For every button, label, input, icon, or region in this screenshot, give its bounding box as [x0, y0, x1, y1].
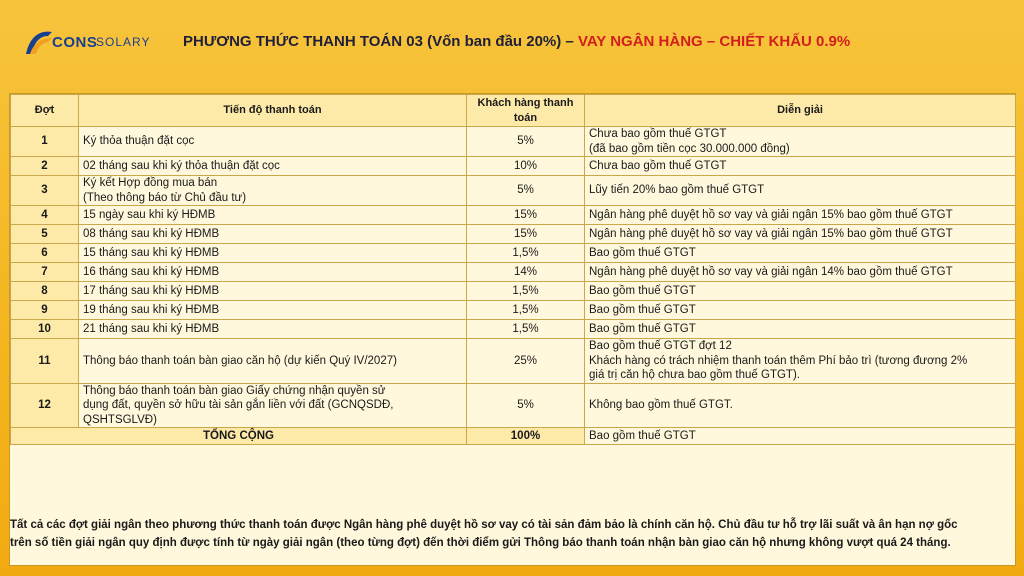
row-dien-giai: Chưa bao gồm thuế GTGT [584, 156, 1016, 176]
row-tt: 1,5% [466, 300, 585, 320]
row-dot: 5 [10, 224, 79, 244]
row-tien-do: 15 ngày sau khi ký HĐMB [78, 205, 467, 225]
row-tien-do: Ký thỏa thuận đặt cọc [78, 126, 467, 157]
row-dot: 7 [10, 262, 79, 282]
row-dot: 2 [10, 156, 79, 176]
row-tien-do: 08 tháng sau khi ký HĐMB [78, 224, 467, 244]
header-dot: Đợt [10, 94, 79, 127]
table-row: 11 Thông báo thanh toán bàn giao căn hộ … [10, 338, 1016, 384]
row-dien-giai: Ngân hàng phê duyệt hồ sơ vay và giải ng… [584, 205, 1016, 225]
row-dot: 11 [10, 338, 79, 384]
dien-giai-line: giá trị căn hộ chưa bao gồm thuế GTGT). [589, 369, 800, 381]
row-tt: 15% [466, 205, 585, 225]
row-tien-do: 17 tháng sau khi ký HĐMB [78, 281, 467, 301]
row-tien-do: 15 tháng sau khi ký HĐMB [78, 243, 467, 263]
header-khach-hang: Khách hàng thanh toán [466, 94, 585, 127]
dien-giai-line: Bao gồm thuế GTGT đợt 12 [589, 340, 732, 352]
logo-mark-icon [26, 31, 52, 54]
table-row: 5 08 tháng sau khi ký HĐMB 15% Ngân hàng… [10, 224, 1016, 244]
row-dot: 9 [10, 300, 79, 320]
dien-giai-line: Chưa bao gồm thuế GTGT [589, 128, 727, 140]
logo-cons: CONS [52, 34, 98, 51]
table-row: 9 19 tháng sau khi ký HĐMB 1,5% Bao gồm … [10, 300, 1016, 320]
page-title: PHƯƠNG THỨC THANH TOÁN 03 (Vốn ban đầu 2… [183, 33, 850, 50]
row-tt: 5% [466, 382, 585, 428]
row-tt: 14% [466, 262, 585, 282]
table-row: 10 21 tháng sau khi ký HĐMB 1,5% Bao gồm… [10, 319, 1016, 339]
payment-schedule-table: Đợt Tiến độ thanh toán Khách hàng thanh … [10, 94, 1016, 445]
row-tt: 1,5% [466, 243, 585, 263]
row-tien-do: 02 tháng sau khi ký thỏa thuận đặt cọc [78, 156, 467, 176]
tien-do-line: dụng đất, quyền sở hữu tài sản gắn liền … [83, 399, 394, 411]
row-tt: 1,5% [466, 319, 585, 339]
row-dot: 3 [10, 175, 79, 206]
row-dien-giai: Bao gồm thuế GTGT [584, 243, 1016, 263]
row-dot: 1 [10, 126, 79, 157]
row-tien-do: Thông báo thanh toán bàn giao Giấy chứng… [78, 382, 467, 428]
footer-note: Tất cả các đợt giải ngân theo phương thứ… [10, 516, 1015, 552]
logo-solary: SOLARY [96, 35, 151, 49]
table-row: 7 16 tháng sau khi ký HĐMB 14% Ngân hàng… [10, 262, 1016, 282]
total-label: TỔNG CỘNG [10, 427, 467, 445]
row-tt: 5% [466, 126, 585, 157]
table-row: 1 Ký thỏa thuận đặt cọc 5% Chưa bao gồm … [10, 126, 1016, 157]
row-dot: 4 [10, 205, 79, 225]
row-dien-giai: Không bao gồm thuế GTGT. [584, 382, 1016, 428]
tien-do-line: Thông báo thanh toán bàn giao Giấy chứng… [83, 384, 386, 397]
row-tien-do: Ký kết Hợp đồng mua bán (Theo thông báo t… [78, 175, 467, 206]
row-dien-giai: Ngân hàng phê duyệt hồ sơ vay và giải ng… [584, 224, 1016, 244]
row-tien-do: 16 tháng sau khi ký HĐMB [78, 262, 467, 282]
row-dien-giai: Bao gồm thuế GTGT [584, 281, 1016, 301]
header-tien-do: Tiến độ thanh toán [78, 94, 467, 127]
tien-do-line: QSHTSGLVĐ) [83, 413, 157, 426]
row-tien-do: 19 tháng sau khi ký HĐMB [78, 300, 467, 320]
header-dien-giai: Diễn giải [584, 94, 1016, 127]
payment-table-panel: Đợt Tiến độ thanh toán Khách hàng thanh … [9, 93, 1016, 566]
tien-do-line: Ký kết Hợp đồng mua bán [83, 177, 218, 189]
row-dien-giai: Lũy tiến 20% bao gồm thuế GTGT [584, 175, 1016, 206]
row-dot: 12 [10, 382, 79, 428]
table-total-row: TỔNG CỘNG 100% Bao gồm thuế GTGT [10, 427, 1016, 445]
table-header-row: Đợt Tiến độ thanh toán Khách hàng thanh … [10, 94, 1016, 127]
row-dien-giai: Bao gồm thuế GTGT [584, 319, 1016, 339]
row-tien-do: Thông báo thanh toán bàn giao căn hộ (dự… [78, 338, 467, 384]
tien-do-line: (Theo thông báo từ Chủ đầu tư) [83, 191, 247, 204]
row-dot: 8 [10, 281, 79, 301]
table-row: 2 02 tháng sau khi ký thỏa thuận đặt cọc… [10, 156, 1016, 176]
dien-giai-line: (đã bao gồm tiền cọc 30.000.000 đồng) [589, 142, 790, 155]
table-row: 4 15 ngày sau khi ký HĐMB 15% Ngân hàng … [10, 205, 1016, 225]
row-tien-do: 21 tháng sau khi ký HĐMB [78, 319, 467, 339]
footer-line: trên số tiền giải ngân quy định được tín… [10, 537, 951, 549]
row-dien-giai: Chưa bao gồm thuế GTGT (đã bao gồm tiền c… [584, 126, 1016, 157]
footer-line: Tất cả các đợt giải ngân theo phương thứ… [10, 519, 958, 531]
row-tt: 1,5% [466, 281, 585, 301]
row-dien-giai: Bao gồm thuế GTGT [584, 300, 1016, 320]
total-dien-giai: Bao gồm thuế GTGT [584, 427, 1016, 445]
row-dien-giai: Ngân hàng phê duyệt hồ sơ vay và giải ng… [584, 262, 1016, 282]
table-row: 6 15 tháng sau khi ký HĐMB 1,5% Bao gồm … [10, 243, 1016, 263]
row-dot: 6 [10, 243, 79, 263]
row-tt: 5% [466, 175, 585, 206]
brand-logo: CONS SOLARY [22, 26, 150, 60]
title-highlight: VAY NGÂN HÀNG – CHIẾT KHẤU 0.9% [577, 33, 851, 50]
row-tt: 10% [466, 156, 585, 176]
total-tt: 100% [466, 427, 585, 445]
title-main: PHƯƠNG THỨC THANH TOÁN 03 (Vốn ban đầu 2… [183, 33, 578, 50]
row-dien-giai: Bao gồm thuế GTGT đợt 12 Khách hàng có tr… [584, 338, 1016, 384]
dien-giai-line: Khách hàng có trách nhiệm thanh toán thê… [589, 354, 968, 367]
row-tt: 15% [466, 224, 585, 244]
table-row: 12 Thông báo thanh toán bàn giao Giấy ch… [10, 382, 1016, 428]
row-dot: 10 [10, 319, 79, 339]
row-tt: 25% [466, 338, 585, 384]
table-row: 3 Ký kết Hợp đồng mua bán (Theo thông báo… [10, 175, 1016, 206]
table-row: 8 17 tháng sau khi ký HĐMB 1,5% Bao gồm … [10, 281, 1016, 301]
